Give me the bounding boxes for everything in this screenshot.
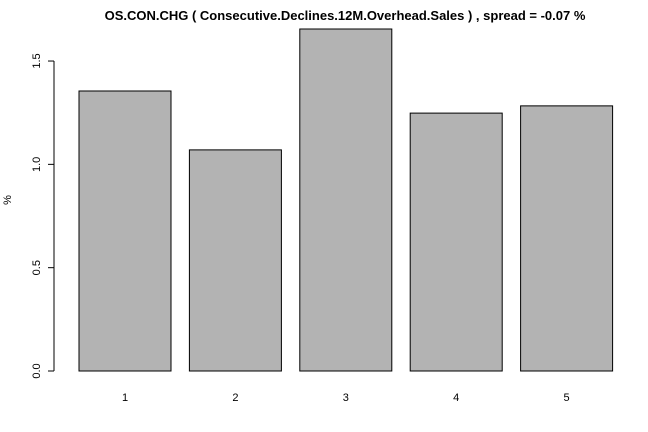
x-tick-label: 5 (564, 392, 570, 404)
x-tick-label: 3 (343, 392, 349, 404)
bar-4 (409, 112, 503, 372)
chart-title: OS.CON.CHG ( Consecutive.Declines.12M.Ov… (105, 8, 586, 23)
bar-1 (78, 90, 172, 372)
y-axis-label: % (2, 195, 14, 205)
y-axis: 0.0 0.5 1.0 1.5 (31, 53, 55, 379)
y-tick-label: 0.0 (31, 363, 43, 378)
y-tick-label: 1.5 (31, 53, 43, 68)
y-tick-label: 0.5 (31, 260, 43, 275)
y-tick-label: 1.0 (31, 157, 43, 172)
bar-5 (520, 105, 614, 372)
bar-2 (188, 149, 282, 372)
x-axis-labels: 1 2 3 4 5 (122, 392, 570, 404)
bars (78, 28, 614, 372)
x-tick-label: 2 (232, 392, 238, 404)
x-tick-label: 1 (122, 392, 128, 404)
bar-3 (299, 28, 393, 372)
x-tick-label: 4 (453, 392, 459, 404)
